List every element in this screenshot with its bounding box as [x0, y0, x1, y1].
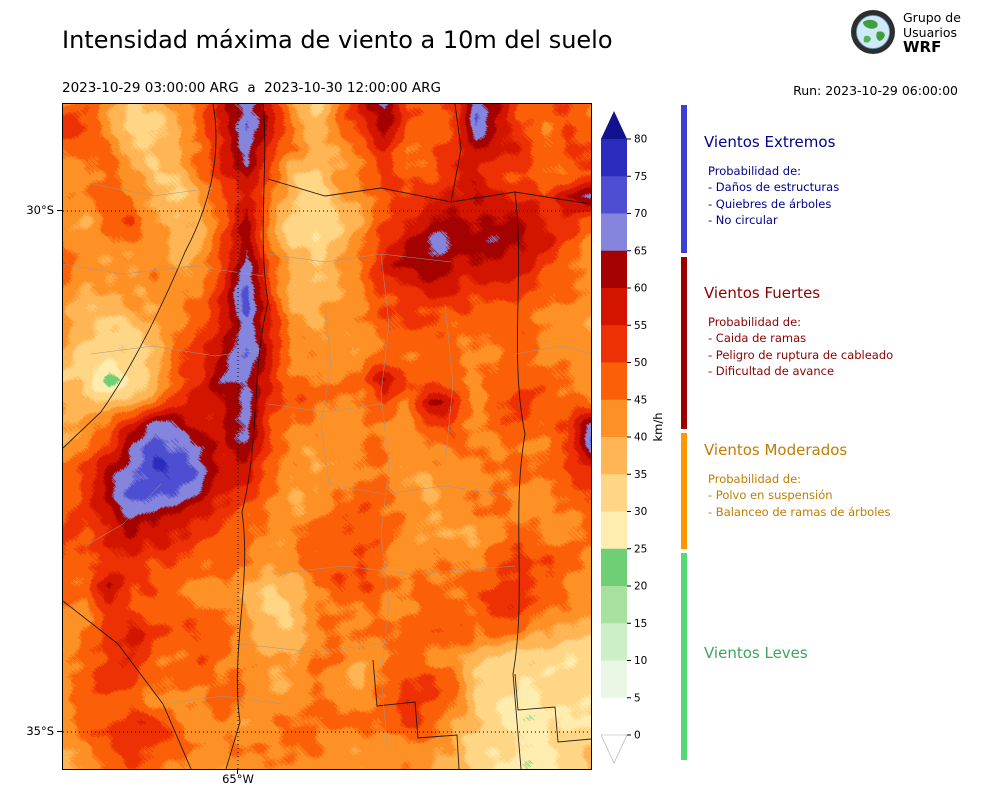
logo-line-3: WRF	[903, 37, 942, 56]
legend-line: - Dificultad de avance	[708, 364, 835, 379]
logo-line-1: Grupo de	[903, 9, 961, 25]
colorbar-tick-label: 15	[634, 618, 647, 630]
wrf-logo: Grupo de Usuarios WRF	[849, 8, 961, 56]
colorbar-segment	[601, 213, 627, 252]
colorbar-segment	[601, 399, 627, 438]
colorbar-segment	[601, 176, 627, 215]
colorbar-segment	[601, 511, 627, 550]
legend-section: Vientos Leves	[704, 644, 989, 674]
colorbar-under-arrow	[601, 734, 628, 764]
colorbar-over-arrow	[601, 111, 627, 139]
colorbar-tick-label: 25	[634, 543, 647, 555]
legend-title: Vientos Extremos	[704, 133, 836, 151]
legend-line: Probabilidad de:	[708, 164, 802, 178]
colorbar-tick-label: 40	[634, 432, 647, 444]
colorbar-tick-label: 35	[634, 469, 647, 481]
lat-tick-label-35s: 35°S	[26, 724, 54, 738]
legend-section: Vientos Moderados Probabilidad de: - Polv…	[704, 441, 989, 520]
colorbar-tick-label: 50	[634, 357, 647, 369]
colorbar-segment	[601, 362, 627, 401]
colorbar-segment	[601, 250, 627, 289]
colorbar-tick-label: 75	[634, 171, 647, 183]
colorbar-segment	[601, 623, 627, 662]
colorbar-tick-label: 30	[634, 506, 647, 518]
colorbar-segment	[601, 586, 627, 624]
lat-tick-label-30s: 30°S	[26, 203, 54, 217]
colorbar-segment	[601, 325, 627, 364]
lat-tickmark-35s	[57, 731, 62, 732]
colorbar-tick-label: 20	[634, 581, 647, 593]
colorbar-tick-label: 60	[634, 283, 647, 295]
legend-line: - No circular	[708, 213, 778, 228]
page-title: Intensidad máxima de viento a 10m del su…	[62, 26, 613, 54]
legend-title: Vientos Fuertes	[704, 284, 821, 302]
colorbar-tick-label: 80	[634, 134, 647, 146]
legend-bar	[681, 257, 687, 429]
colorbar-segment	[601, 139, 627, 177]
colorbar-tick-label: 0	[634, 730, 641, 742]
wind-map-canvas	[63, 104, 591, 769]
legend-lines: Probabilidad de: - Daños de estructuras - …	[704, 163, 989, 229]
legend-title: Vientos Moderados	[704, 441, 848, 459]
colorbar-tick-label: 65	[634, 245, 647, 257]
map-frame	[62, 103, 592, 770]
legend-title: Vientos Leves	[704, 644, 808, 662]
globe-icon	[851, 10, 895, 54]
legend-line: - Balanceo de ramas de árboles	[708, 504, 891, 519]
colorbar-segment	[601, 437, 627, 475]
colorbar-segment	[601, 548, 627, 587]
legend-line: Probabilidad de:	[708, 315, 802, 329]
colorbar-tick-label: 5	[634, 692, 641, 704]
logo-line-2: Usuarios	[903, 24, 958, 40]
legend-bar	[681, 553, 687, 760]
legend-section: Vientos Fuertes Probabilidad de: - Caida …	[704, 284, 989, 380]
legend-lines: Probabilidad de: - Polvo en suspensión - B…	[704, 471, 989, 520]
legend-section: Vientos Extremos Probabilidad de: - Daños…	[704, 133, 989, 229]
colorbar-unit-label: km/h	[651, 412, 665, 442]
valid-period: 2023-10-29 03:00:00 ARG a 2023-10-30 12:…	[62, 80, 441, 96]
colorbar-segment	[601, 697, 627, 736]
colorbar-tick-label: 70	[634, 208, 647, 220]
run-timestamp: Run: 2023-10-29 06:00:00	[793, 83, 958, 98]
legend-line: - Peligro de ruptura de cableado	[708, 347, 894, 362]
colorbar: 0 5 10 15 20 25 30 35 40 45 50 55 60 65 70 75 80	[601, 111, 647, 764]
legend-line: Probabilidad de:	[708, 472, 802, 486]
colorbar-tick-label: 45	[634, 394, 647, 406]
legend-line: - Caida de ramas	[708, 331, 807, 346]
colorbar-tick-label: 55	[634, 320, 647, 332]
logo-text: Grupo de Usuarios WRF	[903, 10, 961, 55]
colorbar-tick-label: 10	[634, 655, 647, 667]
colorbar-segment	[601, 288, 627, 326]
colorbar-segment	[601, 660, 627, 699]
lon-tickmark-65w	[237, 769, 238, 774]
lon-tick-label-65w: 65°W	[222, 772, 254, 786]
legend-lines: Probabilidad de: - Caida de ramas - Peligr…	[704, 314, 989, 380]
legend-bar	[681, 433, 687, 549]
lat-tickmark-30s	[57, 210, 62, 211]
legend-line: - Quiebres de árboles	[708, 196, 832, 211]
colorbar-segment	[601, 474, 627, 513]
legend-bar	[681, 105, 687, 253]
legend-line: - Polvo en suspensión	[708, 488, 833, 503]
legend-line: - Daños de estructuras	[708, 180, 840, 195]
